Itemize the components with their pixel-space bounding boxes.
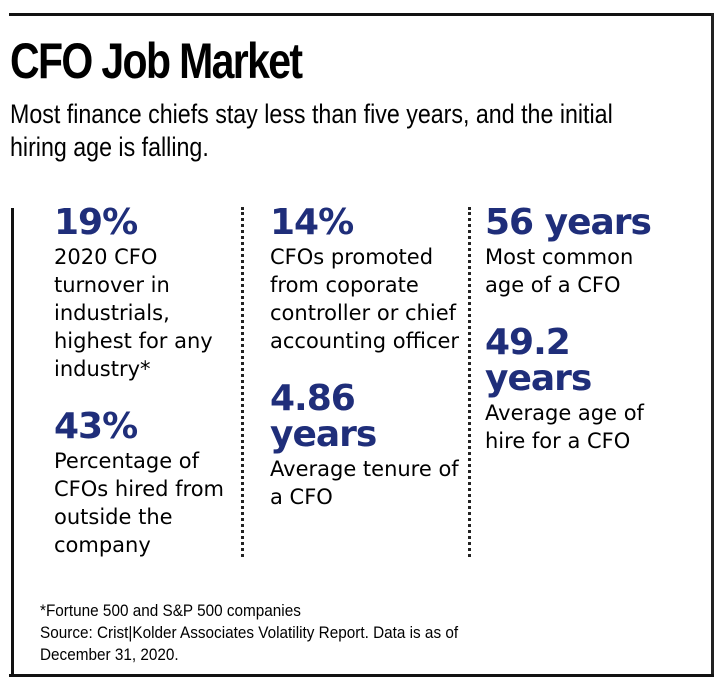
stat-block: 49.2 years Average age of hire for a CFO [485, 325, 705, 455]
stat-description: Average age of hire for a CFO [485, 401, 644, 453]
stat-block: 4.86 years Average tenure of a CFO [270, 381, 465, 511]
stat-description: Average tenure of a CFO [270, 457, 459, 509]
stat-block: 14% CFOs promoted from coporate controll… [270, 205, 465, 355]
stats-column-3: 56 years Most common age of a CFO 49.2 y… [485, 205, 705, 481]
stat-value: 14% [270, 202, 354, 243]
source-line: Source: Crist|Kolder Associates Volatili… [40, 623, 459, 642]
stat-value: 49.2 years [485, 322, 592, 399]
source-date: December 31, 2020. [40, 645, 179, 664]
stat-value: 4.86 years [270, 378, 377, 455]
page-title: CFO Job Market [10, 33, 303, 89]
stat-description: Most common age of a CFO [485, 245, 634, 297]
stat-value: 19% [54, 202, 138, 243]
subtitle: Most finance chiefs stay less than five … [10, 99, 613, 162]
stat-block: 43% Percentage of CFOs hired from outsid… [54, 409, 234, 559]
frame-border-left [11, 208, 14, 677]
frame-border-right [711, 13, 714, 677]
frame-border-bottom [9, 674, 714, 677]
dotted-divider [468, 207, 471, 557]
stat-description: 2020 CFO turnover in industrials, highes… [54, 245, 213, 381]
stats-column-1: 19% 2020 CFO turnover in industrials, hi… [54, 205, 234, 585]
stat-value: 43% [54, 406, 138, 447]
stats-column-2: 14% CFOs promoted from coporate controll… [270, 205, 465, 537]
frame-border-top [9, 13, 714, 16]
dotted-divider [241, 207, 244, 557]
stat-block: 56 years Most common age of a CFO [485, 205, 705, 299]
stat-block: 19% 2020 CFO turnover in industrials, hi… [54, 205, 234, 383]
stat-value: 56 years [485, 202, 652, 243]
footnote-block: *Fortune 500 and S&P 500 companies Sourc… [40, 600, 670, 666]
stat-description: Percentage of CFOs hired from outside th… [54, 449, 224, 557]
stat-description: CFOs promoted from coporate controller o… [270, 245, 460, 353]
footnote-asterisk: *Fortune 500 and S&P 500 companies [40, 601, 301, 620]
